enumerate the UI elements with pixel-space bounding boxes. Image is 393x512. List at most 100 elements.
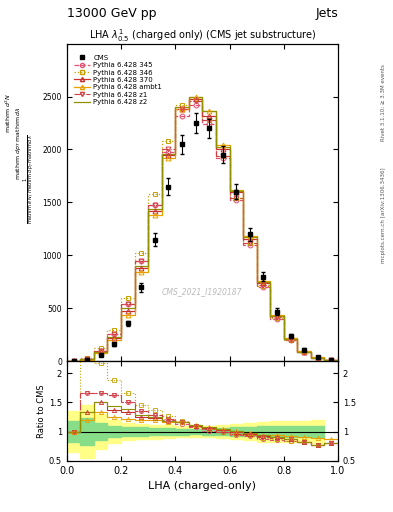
- Text: Jets: Jets: [315, 8, 338, 20]
- Text: $\mathrm{mathrm}\,d\,p_T\,\mathrm{mathrm}\,d\lambda$: $\mathrm{mathrm}\,d\,p_T\,\mathrm{mathrm…: [14, 106, 23, 180]
- Pythia 6.428 z1: [112, 331, 117, 337]
- Pythia 6.428 370: [275, 313, 279, 319]
- Pythia 6.428 ambt1: [220, 142, 225, 148]
- Pythia 6.428 345: [275, 316, 279, 322]
- Pythia 6.428 345: [261, 284, 266, 290]
- Pythia 6.428 345: [180, 113, 184, 119]
- Pythia 6.428 ambt1: [139, 269, 144, 275]
- Pythia 6.428 346: [261, 283, 266, 289]
- Pythia 6.428 345: [98, 348, 103, 354]
- Pythia 6.428 346: [207, 117, 211, 123]
- Pythia 6.428 345: [152, 202, 157, 208]
- Pythia 6.428 370: [193, 96, 198, 102]
- Pythia 6.428 z1: [248, 240, 252, 246]
- Pythia 6.428 345: [288, 337, 293, 344]
- Pythia 6.428 z1: [180, 106, 184, 112]
- Pythia 6.428 346: [139, 250, 144, 257]
- Legend: CMS, Pythia 6.428 345, Pythia 6.428 346, Pythia 6.428 370, Pythia 6.428 ambt1, P: CMS, Pythia 6.428 345, Pythia 6.428 346,…: [73, 53, 163, 106]
- Pythia 6.428 370: [288, 336, 293, 342]
- Pythia 6.428 ambt1: [71, 358, 76, 365]
- Pythia 6.428 345: [85, 356, 90, 362]
- Pythia 6.428 370: [180, 106, 184, 112]
- Text: mcplots.cern.ch [arXiv:1306.3436]: mcplots.cern.ch [arXiv:1306.3436]: [381, 167, 386, 263]
- Pythia 6.428 345: [139, 258, 144, 264]
- Pythia 6.428 346: [220, 153, 225, 159]
- Pythia 6.428 370: [112, 335, 117, 341]
- Pythia 6.428 z1: [85, 356, 90, 362]
- Pythia 6.428 346: [234, 195, 239, 201]
- Pythia 6.428 345: [220, 155, 225, 161]
- Pythia 6.428 ambt1: [234, 187, 239, 193]
- Pythia 6.428 345: [329, 357, 334, 363]
- Pythia 6.428 z1: [207, 117, 211, 123]
- Pythia 6.428 ambt1: [125, 312, 130, 318]
- Pythia 6.428 346: [315, 355, 320, 361]
- Pythia 6.428 346: [288, 337, 293, 344]
- Pythia 6.428 346: [193, 96, 198, 102]
- Pythia 6.428 ambt1: [275, 312, 279, 318]
- Pythia 6.428 ambt1: [248, 233, 252, 240]
- Pythia 6.428 370: [248, 236, 252, 242]
- Pythia 6.428 346: [180, 102, 184, 108]
- Pythia 6.428 z1: [139, 258, 144, 264]
- Pythia 6.428 345: [207, 121, 211, 127]
- Pythia 6.428 z1: [329, 357, 334, 363]
- Y-axis label: Ratio to CMS: Ratio to CMS: [37, 385, 46, 438]
- Pythia 6.428 z1: [71, 358, 76, 365]
- Pythia 6.428 z1: [288, 336, 293, 342]
- Pythia 6.428 z1: [220, 153, 225, 159]
- Pythia 6.428 370: [125, 308, 130, 314]
- X-axis label: LHA (charged-only): LHA (charged-only): [149, 481, 256, 491]
- Pythia 6.428 ambt1: [98, 350, 103, 356]
- Pythia 6.428 345: [125, 301, 130, 307]
- Pythia 6.428 345: [302, 349, 307, 355]
- Pythia 6.428 370: [71, 358, 76, 365]
- Pythia 6.428 345: [112, 331, 117, 337]
- Line: Pythia 6.428 345: Pythia 6.428 345: [71, 102, 334, 364]
- Pythia 6.428 370: [220, 146, 225, 153]
- Pythia 6.428 ambt1: [112, 337, 117, 344]
- Pythia 6.428 345: [234, 197, 239, 203]
- Pythia 6.428 z1: [152, 202, 157, 208]
- Text: 13000 GeV pp: 13000 GeV pp: [67, 8, 156, 20]
- Pythia 6.428 370: [302, 349, 307, 355]
- Pythia 6.428 370: [139, 265, 144, 271]
- Pythia 6.428 ambt1: [302, 348, 307, 354]
- Pythia 6.428 z1: [275, 314, 279, 320]
- Pythia 6.428 ambt1: [329, 357, 334, 363]
- Pythia 6.428 346: [302, 349, 307, 355]
- Pythia 6.428 ambt1: [166, 155, 171, 161]
- Text: CMS_2021_I1920187: CMS_2021_I1920187: [162, 287, 242, 296]
- Pythia 6.428 ambt1: [315, 354, 320, 360]
- Pythia 6.428 346: [71, 358, 76, 365]
- Pythia 6.428 345: [193, 102, 198, 108]
- Pythia 6.428 z1: [315, 355, 320, 361]
- Pythia 6.428 ambt1: [207, 108, 211, 114]
- Pythia 6.428 370: [152, 208, 157, 214]
- Pythia 6.428 ambt1: [152, 212, 157, 218]
- Text: $\mathrm{mathrm}\,d^2N$: $\mathrm{mathrm}\,d^2N$: [4, 93, 13, 133]
- Pythia 6.428 ambt1: [193, 93, 198, 99]
- Pythia 6.428 345: [315, 355, 320, 361]
- Pythia 6.428 370: [329, 357, 334, 363]
- Pythia 6.428 z1: [234, 195, 239, 201]
- Pythia 6.428 346: [248, 240, 252, 246]
- Pythia 6.428 370: [166, 152, 171, 158]
- Pythia 6.428 346: [152, 191, 157, 197]
- Line: Pythia 6.428 370: Pythia 6.428 370: [71, 96, 334, 364]
- Pythia 6.428 346: [166, 138, 171, 144]
- Pythia 6.428 370: [234, 189, 239, 195]
- Pythia 6.428 345: [71, 358, 76, 365]
- Pythia 6.428 345: [166, 148, 171, 155]
- Pythia 6.428 346: [275, 315, 279, 321]
- Pythia 6.428 346: [98, 345, 103, 351]
- Pythia 6.428 ambt1: [288, 335, 293, 341]
- Text: $\frac{1}{\mathrm{mathrm}\,e\,N\,/\,\mathrm{mathrm}\,d\,p_T\,\mathrm{mathrm}\,d\: $\frac{1}{\mathrm{mathrm}\,e\,N\,/\,\mat…: [22, 134, 37, 224]
- Line: Pythia 6.428 z1: Pythia 6.428 z1: [71, 98, 334, 364]
- Pythia 6.428 z1: [193, 98, 198, 104]
- Line: Pythia 6.428 ambt1: Pythia 6.428 ambt1: [71, 94, 334, 364]
- Pythia 6.428 370: [261, 280, 266, 286]
- Pythia 6.428 z1: [125, 301, 130, 307]
- Pythia 6.428 346: [125, 295, 130, 301]
- Pythia 6.428 370: [98, 349, 103, 355]
